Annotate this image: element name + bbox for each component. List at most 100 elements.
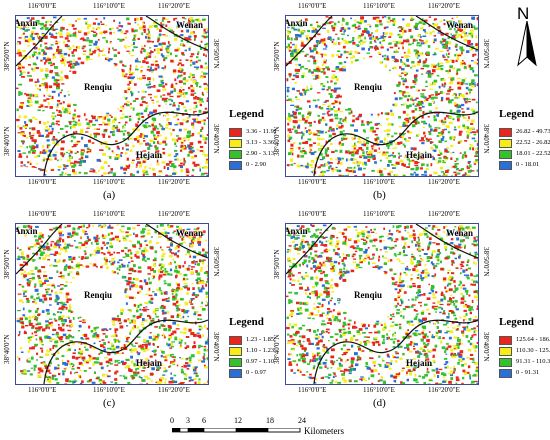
- legend-item: 0 - 2.90: [229, 161, 266, 170]
- map-frame: Anxin Wenan Renqiu Hejain: [15, 223, 209, 385]
- legend-item: 0 - 0.97: [229, 369, 266, 378]
- county-boundary-hejian: [43, 319, 208, 384]
- legend-item: 0.97 - 1.10: [229, 358, 274, 367]
- legend-label: 0 - 2.90: [246, 161, 267, 169]
- right-latitude-tick: 38°40'0"N: [212, 124, 220, 154]
- legend-swatch: [229, 358, 242, 367]
- county-boundary-wenan: [145, 16, 208, 51]
- place-label-wenan: Wenan: [446, 20, 474, 30]
- left-latitude-tick: 38°50'0"N: [3, 41, 11, 71]
- legend-label: 1.23 - 1.85: [246, 336, 275, 344]
- classified-raster: [16, 16, 208, 176]
- north-arrow: N: [510, 4, 546, 70]
- left-latitude-tick: 38°40'0"N: [273, 334, 281, 364]
- scale-bar-tick-label: 3: [186, 416, 190, 425]
- legend-item: 91.31 - 110.30: [499, 358, 550, 367]
- legend-item: 22.52 - 26.82: [499, 139, 550, 148]
- legend-item: 125.64 - 186.27: [499, 336, 550, 345]
- legend-label: 0 - 18.01: [516, 161, 540, 169]
- legend-label: 18.01 - 22.52: [516, 150, 550, 158]
- bottom-longitude-tick: 116°20'0"E: [428, 386, 460, 394]
- top-longitude-tick: 116°10'0"E: [93, 210, 125, 218]
- legend-swatch: [229, 347, 242, 356]
- right-latitude-tick: 38°40'0"N: [212, 332, 220, 362]
- panel-caption: (c): [103, 397, 116, 409]
- right-latitude-tick: 38°40'0"N: [482, 124, 490, 154]
- scale-bar-tick-label: 0: [170, 416, 174, 425]
- county-boundary-wenan: [415, 16, 478, 51]
- scale-bar-tick-label: 24: [298, 416, 306, 425]
- legend-swatch: [229, 369, 242, 378]
- legend-title: Legend: [499, 108, 534, 120]
- bottom-longitude-tick: 116°10'0"E: [93, 386, 125, 394]
- map-panel-b: 116°0'0"E 116°10'0"E 116°20'0"E 116°0'0"E 11…: [270, 0, 550, 208]
- north-arrow-label: N: [517, 4, 530, 23]
- left-latitude-tick: 38°40'0"N: [3, 334, 11, 364]
- legend-title: Legend: [499, 316, 534, 328]
- place-label-hejain: Hejain: [406, 358, 432, 368]
- legend-label: 91.31 - 110.30: [516, 358, 550, 366]
- classified-raster: [286, 16, 478, 176]
- panel-caption: (b): [373, 189, 386, 201]
- place-label-renqiu: Renqiu: [84, 82, 113, 92]
- county-boundary-anxin: [286, 16, 333, 67]
- place-label-renqiu: Renqiu: [354, 82, 383, 92]
- left-latitude-tick: 38°50'0"N: [3, 249, 11, 279]
- top-longitude-tick: 116°0'0"E: [28, 2, 57, 10]
- legend-swatch: [499, 347, 512, 356]
- legend-item: 3.13 - 3.36: [229, 139, 274, 148]
- legend-label: 1.10 - 1.23: [246, 347, 275, 355]
- place-label-hejain: Hejain: [136, 150, 162, 160]
- bottom-longitude-tick: 116°0'0"E: [28, 178, 57, 186]
- legend-label: 26.82 - 49.73: [516, 128, 550, 136]
- top-longitude-tick: 116°0'0"E: [298, 210, 327, 218]
- scale-bar-tick-label: 12: [234, 416, 242, 425]
- legend-swatch: [499, 161, 512, 170]
- legend-swatch: [499, 336, 512, 345]
- bottom-longitude-tick: 116°0'0"E: [298, 386, 327, 394]
- legend-swatch: [499, 358, 512, 367]
- legend-label: 3.13 - 3.36: [246, 139, 275, 147]
- scale-bar-tick-label: 6: [202, 416, 206, 425]
- county-boundary-wenan: [415, 224, 478, 259]
- scale-bar-tick-label: 18: [266, 416, 274, 425]
- legend-title: Legend: [229, 316, 264, 328]
- legend-swatch: [499, 369, 512, 378]
- bottom-longitude-tick: 116°10'0"E: [93, 178, 125, 186]
- legend-item: 26.82 - 49.73: [499, 128, 550, 137]
- scale-bar-unit: Kilometers: [304, 426, 344, 436]
- top-longitude-tick: 116°20'0"E: [158, 2, 190, 10]
- place-label-renqiu: Renqiu: [84, 290, 113, 300]
- legend-item: 1.23 - 1.85: [229, 336, 274, 345]
- legend-item: 0 - 91.31: [499, 369, 539, 378]
- legend-swatch: [229, 161, 242, 170]
- left-latitude-tick: 38°40'0"N: [3, 126, 11, 156]
- legend-swatch: [499, 150, 512, 159]
- scale-bar: 0 3 6 12 18 24 Kilometers: [160, 416, 400, 438]
- place-label-anxin: Anxin: [15, 18, 38, 28]
- county-boundary-anxin: [16, 224, 63, 275]
- left-latitude-tick: 38°40'0"N: [273, 126, 281, 156]
- top-longitude-tick: 116°0'0"E: [298, 2, 327, 10]
- legend-item: 18.01 - 22.52: [499, 150, 550, 159]
- classified-raster: [16, 224, 208, 384]
- county-boundary-hejian: [43, 111, 208, 176]
- map-frame: Anxin Wenan Renqiu Hejain: [285, 223, 479, 385]
- county-boundary-hejian: [313, 319, 478, 384]
- county-boundary-anxin: [286, 224, 333, 275]
- place-label-wenan: Wenan: [176, 20, 204, 30]
- legend-item: 110.30 - 125.64: [499, 347, 550, 356]
- bottom-longitude-tick: 116°0'0"E: [298, 178, 327, 186]
- legend-label: 110.30 - 125.64: [516, 347, 550, 355]
- legend-item: 1.10 - 1.23: [229, 347, 274, 356]
- top-longitude-tick: 116°10'0"E: [363, 2, 395, 10]
- bottom-longitude-tick: 116°20'0"E: [158, 386, 190, 394]
- legend-title: Legend: [229, 108, 264, 120]
- right-latitude-tick: 38°50'0"N: [212, 39, 220, 69]
- place-label-hejain: Hejain: [406, 150, 432, 160]
- map-panel-d: 116°0'0"E 116°10'0"E 116°20'0"E 116°0'0"E 11…: [270, 208, 550, 416]
- legend-item: 3.36 - 11.91: [229, 128, 277, 137]
- legend-label: 0 - 0.97: [246, 369, 267, 377]
- panel-caption: (d): [373, 397, 386, 409]
- place-label-renqiu: Renqiu: [354, 290, 383, 300]
